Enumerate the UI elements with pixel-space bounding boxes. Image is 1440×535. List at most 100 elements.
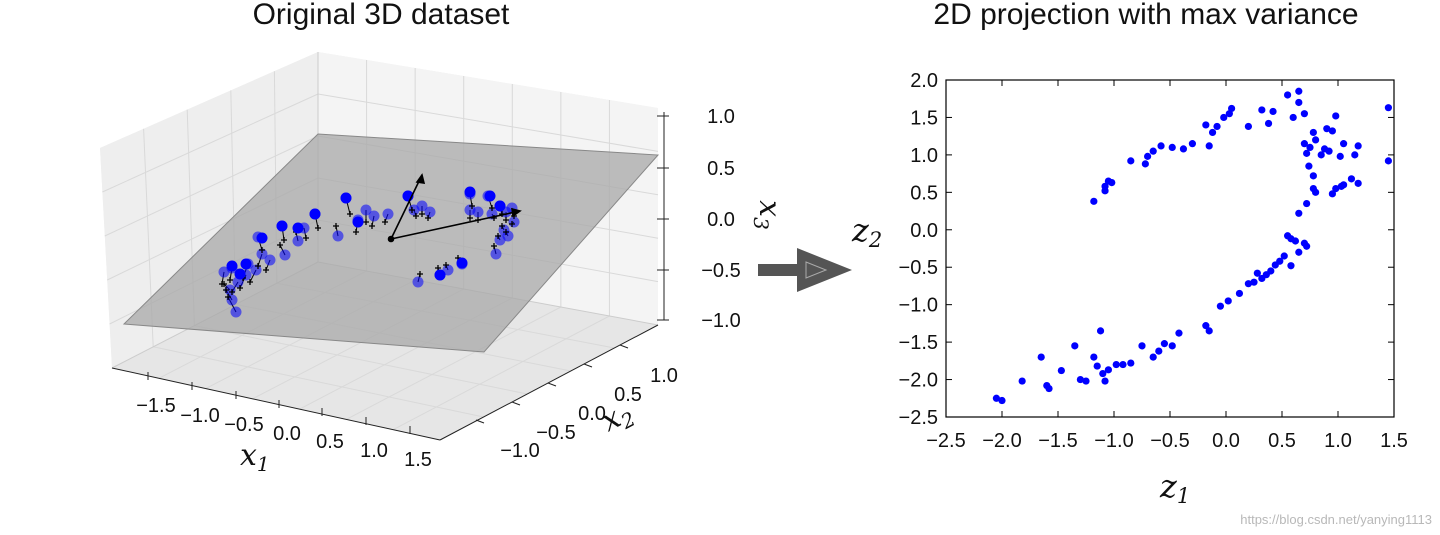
x1-ticks: −1.5 −1.0 −0.5 0.0 0.5 1.0 1.5	[136, 372, 432, 471]
data-point-3d	[226, 260, 238, 272]
data-point-2d	[1208, 128, 1217, 137]
data-point-3d	[424, 206, 436, 218]
data-point-2d	[1096, 327, 1105, 335]
data-point-3d	[332, 230, 344, 242]
data-point-2d	[1323, 125, 1331, 133]
data-point-2d	[1305, 162, 1313, 170]
z2-tick-label: 0.5	[910, 182, 938, 204]
z2-axis-label: z2	[851, 211, 882, 252]
data-point-2d	[1303, 199, 1311, 208]
data-point-3d	[240, 258, 252, 270]
data-point-2d	[1258, 106, 1266, 114]
z1-tick-label: −1.5	[1038, 430, 1077, 452]
data-point-2d	[1244, 122, 1252, 131]
projected-point-marker	[417, 271, 423, 277]
data-point-2d	[1093, 362, 1101, 370]
data-point-2d	[1235, 289, 1244, 298]
data-point-2d	[1082, 377, 1090, 385]
principal-vector-2	[390, 174, 423, 240]
projected-point-marker	[315, 225, 321, 231]
data-point-2d	[1309, 172, 1317, 180]
data-point-3d	[442, 264, 454, 276]
projected-point-marker	[469, 203, 475, 209]
plot-2d-frame	[945, 79, 1395, 418]
data-point-2d	[998, 396, 1006, 405]
x3-tick-label: 1.0	[707, 106, 735, 128]
data-point-2d	[1179, 145, 1188, 153]
projected-point-marker	[503, 217, 509, 223]
z2-tick-label: −2.0	[899, 370, 938, 392]
x1-tick-label: 0.5	[316, 431, 344, 453]
x1-tick-label: 1.5	[404, 449, 432, 471]
x3-tick-label: 0.5	[707, 158, 735, 180]
data-point-2d	[1328, 127, 1336, 135]
data-point-3d	[490, 248, 502, 260]
data-point-2d	[1202, 322, 1210, 330]
z2-tick-label: 0.0	[910, 220, 938, 242]
projected-point-marker	[467, 215, 473, 221]
x2-ticks: −1.0−0.50.0 0.5 1.0	[475, 344, 678, 462]
x3-tick-label: −0.5	[701, 260, 740, 282]
data-point-2d	[1332, 184, 1340, 193]
data-point-2d	[1141, 160, 1149, 168]
data-point-2d	[1224, 297, 1232, 305]
data-point-3d	[224, 284, 236, 296]
data-point-2d	[1099, 369, 1107, 378]
data-point-2d	[1149, 147, 1157, 155]
data-point-3d	[292, 222, 304, 234]
z1-tick-label: 1.5	[1380, 430, 1408, 452]
x2-tick-mark	[583, 363, 593, 368]
x1-tick-label: 1.0	[360, 440, 388, 462]
x3-tick-label: −1.0	[701, 310, 740, 332]
projected-point-marker	[281, 237, 287, 243]
data-point-2d	[1037, 353, 1045, 361]
projected-point-marker	[219, 281, 225, 287]
projected-point-marker	[509, 221, 515, 227]
data-point-2d	[1127, 157, 1135, 165]
principal-origin	[387, 235, 395, 243]
data-point-2d	[1354, 142, 1362, 150]
data-point-3d	[456, 257, 468, 269]
data-point-2d	[1309, 128, 1317, 137]
ticks-2d: −2.5 −2.0 −1.5 −1.0 −0.5 0.0 0.5 1.0 1.5 2.0 1.5 1.…	[899, 70, 1408, 452]
arrow-glyph	[805, 261, 828, 279]
projected-point-marker	[413, 213, 419, 219]
data-point-2d	[1325, 147, 1333, 155]
grid-line	[392, 315, 610, 431]
data-point-3d	[412, 276, 424, 288]
principal-vectors	[387, 173, 522, 243]
data-point-3d	[472, 206, 484, 218]
x2-tick-mark	[619, 344, 629, 349]
data-point-2d	[1149, 353, 1157, 361]
z2-tick-label: −0.5	[899, 257, 938, 279]
x1-axis-label: x1	[240, 438, 270, 476]
data-point-2d	[1101, 377, 1109, 385]
x2-tick-label: 0.0	[578, 403, 606, 425]
projected-point-marker	[237, 285, 243, 291]
projected-point-marker	[247, 279, 253, 285]
data-point-2d	[1101, 187, 1109, 195]
data-point-2d	[1168, 342, 1176, 350]
arrow-shaft	[758, 264, 800, 276]
data-point-3d	[256, 232, 268, 244]
data-point-2d	[1267, 267, 1275, 275]
data-point-2d	[1306, 143, 1314, 151]
projected-point-marker	[382, 219, 388, 225]
data-point-3d	[434, 269, 446, 281]
z2-tick-label: −2.5	[899, 407, 938, 429]
data-point-2d	[1119, 360, 1127, 369]
projected-point-marker	[227, 277, 233, 283]
plot-3d: Original 3D dataset −1.5 −1.0 −0.5 0.0 0.5 1.…	[100, 0, 787, 476]
plot-2d: 2D projection with max variance −2.5 −2.0…	[851, 0, 1408, 508]
data-point-2d	[992, 394, 1001, 402]
data-point-2d	[1300, 239, 1308, 247]
data-point-3d	[508, 216, 520, 228]
data-point-3d	[279, 249, 291, 261]
grid-line	[346, 306, 562, 420]
data-point-2d	[1175, 329, 1183, 337]
data-point-3d	[352, 216, 364, 228]
data-point-2d	[1157, 142, 1165, 150]
data-point-3d	[276, 220, 288, 232]
grid-line	[153, 346, 484, 418]
